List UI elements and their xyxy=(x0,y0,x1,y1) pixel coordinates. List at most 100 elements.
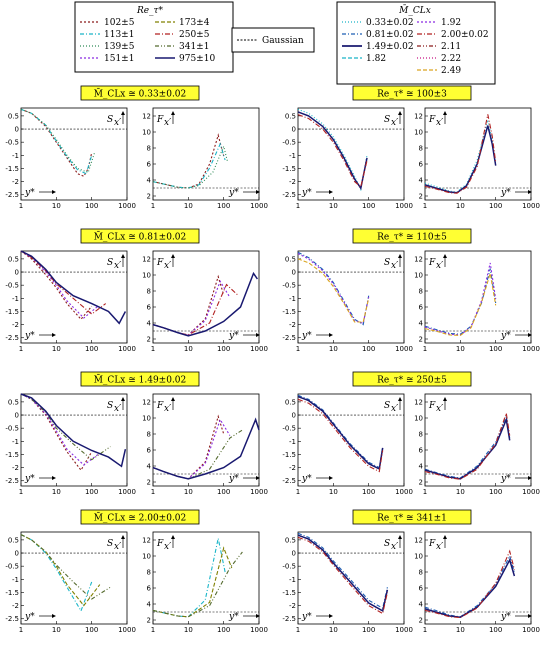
y-tick-label: -2.5 xyxy=(5,477,19,485)
x-tick-label: 10 xyxy=(329,626,338,634)
y-tick-label: 2 xyxy=(147,193,151,201)
y-tick-label: -0.5 xyxy=(5,139,19,147)
flatness-label: F xyxy=(428,115,436,125)
y-tick-label: -1.5 xyxy=(5,308,19,316)
y-tick-label: -2.5 xyxy=(282,615,296,623)
x-tick-label: 100 xyxy=(85,488,98,496)
y-tick-label: 0 xyxy=(292,412,296,420)
row-header-left-box xyxy=(80,85,200,101)
up-arrow-head xyxy=(171,535,175,539)
x-tick-label: 10 xyxy=(52,626,61,634)
x-tick-label: 1 xyxy=(19,345,23,353)
axis-subscript: x′ xyxy=(391,261,398,271)
y-tick-label: -1.5 xyxy=(5,165,19,173)
plot-frame xyxy=(20,531,128,625)
x-tick-label: 10 xyxy=(184,626,193,634)
x-tick-label: 100 xyxy=(85,626,98,634)
y-tick-label: -1 xyxy=(289,438,296,446)
y-tick-label: 6 xyxy=(419,161,424,169)
y-tick-label: -0.5 xyxy=(5,282,19,290)
y-tick-label: -2.5 xyxy=(5,334,19,342)
y-tick-label: -1.5 xyxy=(5,451,19,459)
y-tick-label: 10 xyxy=(142,272,151,280)
series-line xyxy=(424,273,497,336)
y-tick-label: -2 xyxy=(289,464,296,472)
y-tick-label: -0.5 xyxy=(5,425,19,433)
yplus-label: y* xyxy=(301,612,312,622)
up-arrow-head xyxy=(121,535,125,539)
y-tick-label: 6 xyxy=(147,161,152,169)
x-tick-label: 1000 xyxy=(250,626,268,634)
series-line xyxy=(20,393,111,461)
right-arrow-head xyxy=(256,614,260,618)
axis-subscript: x′ xyxy=(164,542,171,552)
series-line xyxy=(424,554,515,618)
skewness-label: S xyxy=(384,258,390,268)
up-arrow-head xyxy=(121,397,125,401)
x-tick-label: 10 xyxy=(184,345,193,353)
yplus-label: y* xyxy=(301,474,312,484)
plot-frame xyxy=(297,107,405,201)
skewness-label: S xyxy=(384,539,390,549)
y-tick-label: 4 xyxy=(419,601,424,609)
axis-subscript: x′ xyxy=(164,118,171,128)
yplus-label: y* xyxy=(500,612,511,622)
y-tick-label: 0 xyxy=(15,412,19,420)
x-tick-label: 1 xyxy=(151,488,155,496)
up-arrow-head xyxy=(171,254,175,258)
x-tick-label: 10 xyxy=(52,345,61,353)
x-tick-label: 10 xyxy=(52,488,61,496)
row-header-left: M̄_CLx ≅ 0.81±0.02 xyxy=(94,231,187,243)
series-line xyxy=(424,549,515,619)
x-tick-label: 100 xyxy=(85,202,98,210)
flatness-label: F xyxy=(156,401,164,411)
yplus-label: y* xyxy=(24,188,35,198)
series-line xyxy=(20,250,107,315)
y-tick-label: -1.5 xyxy=(282,165,296,173)
x-tick-label: 1 xyxy=(296,626,300,634)
series-line xyxy=(152,546,233,618)
x-tick-label: 1000 xyxy=(522,202,540,210)
x-tick-label: 1000 xyxy=(118,488,136,496)
y-tick-label: 2 xyxy=(147,617,151,625)
y-tick-label: -1 xyxy=(12,295,19,303)
series-line xyxy=(152,133,225,189)
legend-right-entry: 1.92 xyxy=(441,18,461,28)
series-line xyxy=(20,393,99,466)
plot-frame xyxy=(20,250,128,344)
series-line xyxy=(152,551,243,618)
plot-frame xyxy=(424,107,532,201)
row-header-right: Re_τ* ≅ 100±3 xyxy=(377,90,447,100)
legend-right-entry: 0.33±0.02 xyxy=(366,18,414,28)
series-line xyxy=(152,538,226,618)
axis-subscript: x′ xyxy=(436,542,443,552)
skewness-label: S xyxy=(384,115,390,125)
y-tick-label: 0.5 xyxy=(8,398,19,406)
y-tick-label: 12 xyxy=(414,113,423,121)
plot-frame xyxy=(152,107,260,201)
axis-subscript: x′ xyxy=(164,404,171,414)
y-tick-label: 0.5 xyxy=(8,536,19,544)
y-tick-label: 12 xyxy=(414,537,423,545)
x-tick-label: 1000 xyxy=(118,626,136,634)
yplus-label: y* xyxy=(24,331,35,341)
y-tick-label: 2 xyxy=(147,336,151,344)
y-tick-label: 4 xyxy=(147,320,152,328)
x-tick-label: 100 xyxy=(489,345,502,353)
row-header-right-box xyxy=(352,85,472,101)
series-line xyxy=(20,108,96,174)
x-tick-label: 1000 xyxy=(250,202,268,210)
skewness-label: S xyxy=(107,539,113,549)
right-arrow-head xyxy=(256,333,260,337)
panel-row: M̄_CLx ≅ 0.81±0.02 Re_τ* ≅ 110±5 0.5 0 -0.5 -… xyxy=(5,228,540,353)
x-tick-label: 10 xyxy=(184,202,193,210)
row-header-right-box xyxy=(352,228,472,244)
yplus-label: y* xyxy=(500,474,511,484)
plot-frame xyxy=(297,531,405,625)
y-tick-label: -1 xyxy=(289,576,296,584)
series-line xyxy=(297,394,384,469)
series-line xyxy=(297,536,388,615)
y-tick-label: 12 xyxy=(142,113,151,121)
right-arrow-head xyxy=(528,333,532,337)
row-header-right-box xyxy=(352,371,472,387)
